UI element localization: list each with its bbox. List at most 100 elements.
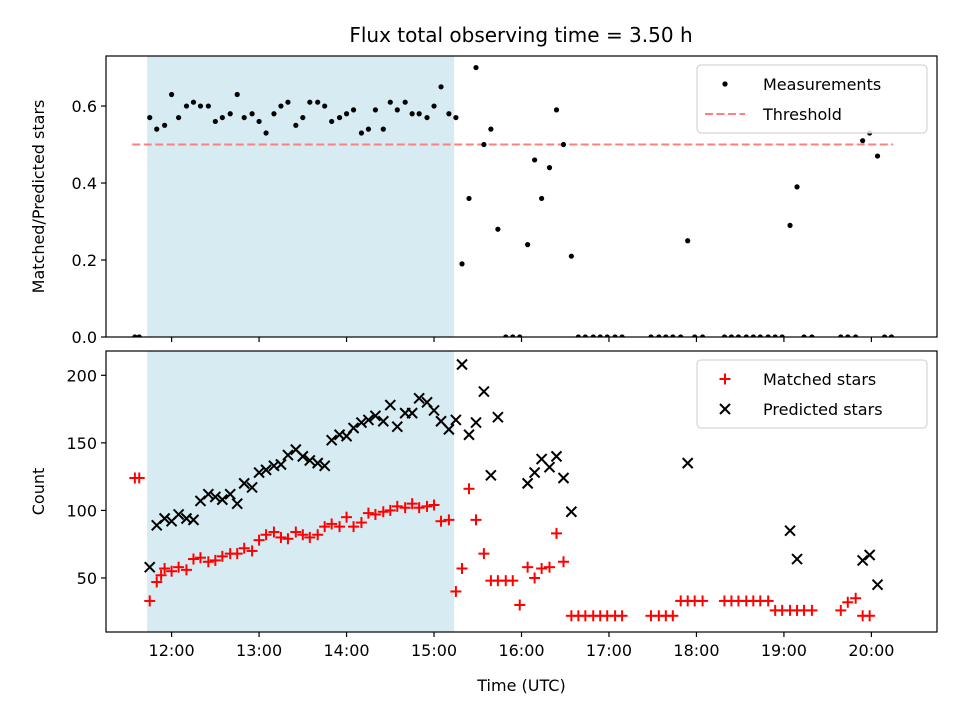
- matched-point: [194, 552, 206, 564]
- x-tick-label: 19:00: [761, 641, 807, 660]
- measurement-point: [656, 334, 662, 337]
- measurement-point: [845, 334, 851, 337]
- measurement-point: [293, 122, 299, 128]
- measurement-point: [162, 122, 168, 128]
- matched-point: [260, 529, 272, 541]
- predicted-point: [470, 416, 482, 429]
- measurement-point: [315, 99, 321, 105]
- measurement-point: [801, 334, 807, 337]
- matched-point: [435, 515, 447, 527]
- measurement-point: [699, 334, 706, 337]
- predicted-point: [456, 358, 468, 371]
- predicted-point: [450, 414, 462, 426]
- matched-point: [543, 561, 555, 573]
- matched-point: [806, 604, 818, 616]
- matched-point: [238, 542, 250, 554]
- matched-point: [514, 599, 526, 611]
- measurement-point: [176, 114, 182, 121]
- predicted-point: [318, 460, 331, 472]
- predicted-point: [863, 549, 876, 561]
- measurement-point: [532, 157, 538, 163]
- matched-point: [326, 518, 338, 530]
- measurement-point: [372, 107, 379, 113]
- legend-label: Predicted stars: [763, 400, 883, 419]
- predicted-point: [282, 449, 294, 461]
- matched-point: [697, 595, 709, 607]
- measurement-point: [212, 118, 218, 125]
- measurement-point: [241, 114, 247, 121]
- measurement-point: [154, 126, 160, 132]
- predicted-point: [492, 411, 504, 423]
- measurement-point: [431, 103, 437, 109]
- measurement-point: [343, 111, 350, 117]
- predicted-point: [238, 477, 250, 490]
- matched-point: [450, 585, 462, 597]
- matched-point: [166, 565, 178, 577]
- measurement-point: [424, 114, 430, 121]
- measurement-point: [874, 153, 881, 159]
- measurement-point: [728, 334, 735, 337]
- y-tick-label: 200: [66, 366, 97, 385]
- y-axis-label: Count: [29, 468, 48, 516]
- matched-point: [231, 548, 243, 560]
- measurement-point: [394, 107, 400, 113]
- x-tick-label: 16:00: [498, 641, 544, 660]
- matched-point: [144, 595, 156, 607]
- predicted-point: [311, 457, 324, 469]
- measurement-point: [735, 334, 742, 337]
- predicted-point: [871, 579, 884, 591]
- matched-point: [355, 517, 367, 529]
- measurement-point: [663, 334, 669, 337]
- x-tick-label: 17:00: [586, 641, 632, 660]
- measurement-point: [358, 130, 365, 136]
- predicted-point: [557, 472, 570, 484]
- matched-point: [864, 610, 876, 622]
- measurement-point: [263, 130, 269, 136]
- matched-point: [268, 526, 280, 538]
- predicted-point: [784, 524, 796, 537]
- measurement-point: [227, 111, 233, 117]
- matched-point: [507, 575, 519, 587]
- predicted-point: [543, 461, 556, 473]
- matched-point: [463, 483, 475, 495]
- measurement-point: [256, 118, 262, 125]
- measurement-point: [757, 334, 763, 337]
- matched-point: [216, 550, 228, 562]
- matched-point: [835, 604, 847, 616]
- matched-point: [297, 529, 309, 541]
- y-tick-label: 0.6: [72, 97, 97, 116]
- predicted-point: [391, 420, 403, 433]
- x-tick-label: 12:00: [149, 641, 195, 660]
- matched-point: [529, 572, 541, 584]
- x-tick-label: 14:00: [323, 641, 369, 660]
- predicted-point: [478, 385, 490, 398]
- legend-label: Threshold: [762, 105, 842, 124]
- measurement-point: [692, 334, 698, 337]
- measurement-point: [553, 107, 560, 113]
- matched-point: [850, 592, 862, 604]
- matched-point: [384, 504, 396, 516]
- measurement-point: [234, 91, 240, 98]
- measurement-point: [147, 114, 153, 121]
- predicted-point: [187, 514, 200, 526]
- observing-window-0: [147, 56, 455, 337]
- matched-point: [616, 610, 628, 622]
- matched-point: [151, 576, 163, 588]
- measurement-point: [169, 91, 175, 98]
- observing-window-1: [147, 351, 455, 632]
- matched-point: [557, 556, 569, 568]
- matched-point: [762, 595, 774, 607]
- predicted-point: [413, 392, 425, 404]
- predicted-point: [565, 506, 578, 518]
- matched-point: [253, 534, 265, 546]
- measurement-point: [787, 222, 793, 228]
- measurement-point: [219, 114, 225, 121]
- measurement-point: [132, 334, 138, 337]
- measurement-point: [888, 334, 895, 337]
- matched-point: [159, 563, 171, 575]
- measurement-point: [582, 334, 588, 337]
- measurement-point: [853, 334, 859, 337]
- measurement-point: [197, 103, 204, 109]
- predicted-point: [369, 410, 382, 422]
- measurement-point: [772, 334, 778, 337]
